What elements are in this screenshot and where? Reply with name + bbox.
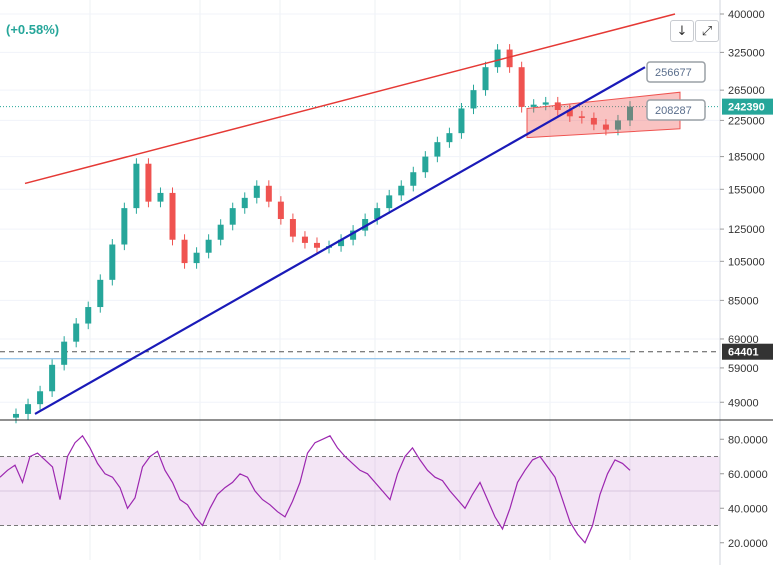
candle-up [49, 364, 56, 392]
candle-up [627, 106, 633, 121]
candle-down [289, 219, 296, 237]
candle-up [133, 163, 140, 209]
price-callout [646, 99, 706, 121]
candle-up [470, 90, 477, 109]
candle-up [25, 404, 32, 414]
candle-down [518, 67, 525, 107]
price-tag-label: 242390 [728, 102, 765, 114]
change-percent: (+0.58%) [6, 22, 60, 37]
candle-up [374, 208, 381, 220]
candle-up [434, 142, 441, 157]
candle-up [338, 239, 345, 247]
candle-up [73, 323, 80, 342]
candle-up [350, 230, 357, 240]
candle-down [145, 163, 152, 202]
lower-trendline [34, 66, 646, 415]
candle-down [313, 242, 320, 248]
candle-down [277, 201, 284, 220]
y-tick-label: 400000 [728, 9, 765, 21]
candle-up [193, 252, 200, 264]
candle-up [398, 185, 405, 196]
candle-up [109, 244, 116, 280]
candle-up [614, 120, 621, 130]
price-callout-label: 208287 [655, 105, 692, 117]
y-tick-label: 155000 [728, 184, 765, 196]
candle-up [446, 133, 453, 143]
y-tick-label: 265000 [728, 85, 765, 97]
candle-up [241, 197, 248, 209]
y-tick-label: 225000 [728, 115, 765, 127]
candle-down [578, 116, 585, 118]
rsi-pane [0, 434, 720, 544]
candle-up [530, 104, 537, 107]
candle-down [566, 110, 573, 117]
current-price-tag [722, 98, 773, 115]
candle-up [422, 156, 429, 173]
upper-trendline [24, 13, 676, 185]
candle-up [386, 195, 393, 209]
price-pane: 256677 208287 [0, 13, 720, 424]
price-callout [646, 61, 706, 83]
rsi-line [0, 434, 631, 544]
candle-down [602, 124, 609, 130]
grid-lines [0, 0, 720, 560]
price-tag-label: 64401 [728, 347, 759, 359]
y-tick-label: 325000 [728, 47, 765, 59]
y-tick-label: 125000 [728, 224, 765, 236]
candle-down [506, 49, 513, 68]
candle-up [217, 224, 224, 240]
rsi-tick-label: 60.0000 [728, 469, 768, 481]
y-tick-label: 105000 [728, 256, 765, 268]
y-tick-label: 59000 [728, 363, 759, 375]
candle-up [205, 239, 212, 253]
candle-down [181, 239, 188, 264]
candle-up [542, 102, 549, 105]
rsi-tick-label: 40.0000 [728, 503, 768, 515]
candle-down [554, 102, 561, 111]
y-tick-label: 49000 [728, 397, 759, 409]
y-tick-label: 185000 [728, 152, 765, 164]
channel-box [526, 91, 681, 139]
candle-up [13, 413, 19, 418]
candle-up [85, 307, 92, 324]
download-icon[interactable]: ↓ [670, 20, 694, 42]
candle-up [410, 172, 417, 186]
candle-up [482, 67, 489, 91]
candle-up [253, 185, 260, 198]
candle-up [61, 341, 68, 365]
candle-up [121, 208, 128, 245]
fullscreen-icon[interactable]: ⤢ [695, 20, 719, 42]
candle-up [37, 391, 44, 405]
price-callout-label: 256677 [655, 67, 692, 79]
rsi-tick-label: 80.0000 [728, 434, 768, 446]
y-tick-label: 85000 [728, 295, 759, 307]
candle-up [494, 49, 501, 68]
candle-up [362, 219, 369, 231]
y-tick-label: 69000 [728, 334, 759, 346]
candle-up [97, 279, 104, 308]
candle-down [590, 117, 597, 125]
candle-up [157, 192, 164, 202]
rsi-tick-label: 20.0000 [728, 538, 768, 550]
candle-down [265, 185, 272, 202]
candle-down [169, 192, 176, 240]
candle-up [229, 208, 236, 225]
price-level-tag [722, 343, 773, 360]
candle-down [301, 236, 308, 243]
candle-up [458, 108, 465, 134]
